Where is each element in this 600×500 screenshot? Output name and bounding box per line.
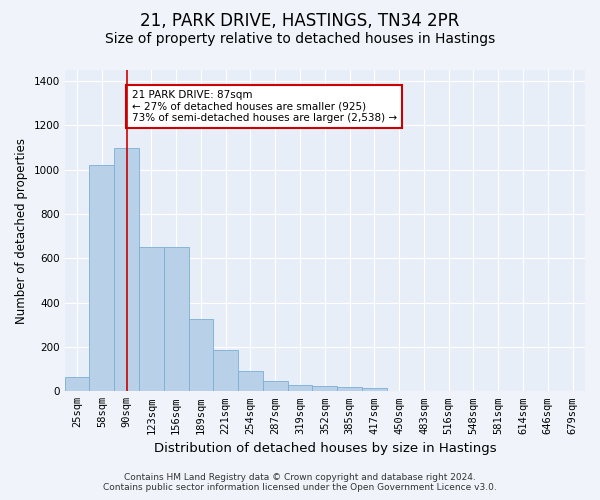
Text: 21, PARK DRIVE, HASTINGS, TN34 2PR: 21, PARK DRIVE, HASTINGS, TN34 2PR [140, 12, 460, 30]
Text: Contains HM Land Registry data © Crown copyright and database right 2024.
Contai: Contains HM Land Registry data © Crown c… [103, 473, 497, 492]
Y-axis label: Number of detached properties: Number of detached properties [15, 138, 28, 324]
Text: Size of property relative to detached houses in Hastings: Size of property relative to detached ho… [105, 32, 495, 46]
Bar [214, 350, 238, 392]
Bar [263, 381, 287, 392]
Bar [139, 248, 164, 392]
Bar [287, 385, 313, 392]
Bar [362, 388, 387, 392]
Bar [337, 387, 362, 392]
Bar [164, 248, 188, 392]
Bar [114, 148, 139, 392]
Bar [89, 166, 114, 392]
X-axis label: Distribution of detached houses by size in Hastings: Distribution of detached houses by size … [154, 442, 496, 455]
Bar [313, 386, 337, 392]
Bar [65, 378, 89, 392]
Bar [238, 372, 263, 392]
Text: 21 PARK DRIVE: 87sqm
← 27% of detached houses are smaller (925)
73% of semi-deta: 21 PARK DRIVE: 87sqm ← 27% of detached h… [131, 90, 397, 123]
Bar [188, 320, 214, 392]
